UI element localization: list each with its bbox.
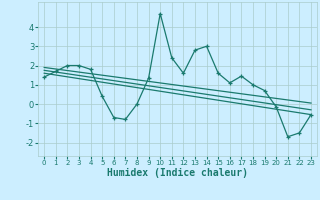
X-axis label: Humidex (Indice chaleur): Humidex (Indice chaleur) <box>107 168 248 178</box>
